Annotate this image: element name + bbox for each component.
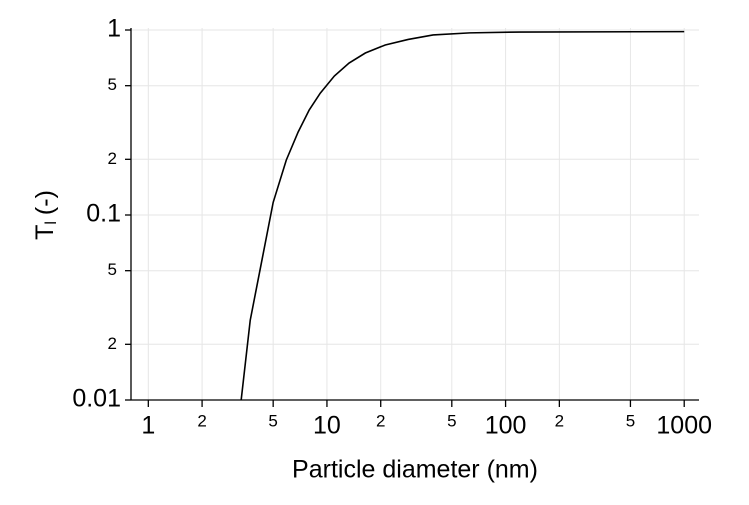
x-tick-label: 5 — [268, 411, 277, 430]
line-series — [240, 30, 685, 401]
x-tick-label: 2 — [555, 411, 564, 430]
x-tick-label: 1000 — [656, 412, 712, 440]
y-tick-label: 2 — [108, 149, 117, 168]
x-axis-label: Particle diameter (nm) — [292, 456, 538, 484]
x-tick-label: 2 — [376, 411, 385, 430]
y-label-main: T — [31, 225, 59, 240]
x-tick-label: 10 — [313, 412, 341, 440]
x-tick-label: 1 — [141, 412, 155, 440]
x-tick-label: 5 — [447, 411, 456, 430]
y-tick-label: 5 — [108, 75, 117, 94]
y-tick-label: 0.1 — [86, 200, 121, 228]
y-tick-label: 5 — [108, 260, 117, 279]
y-label-sub: l — [43, 221, 60, 225]
x-tick-label: 2 — [197, 411, 206, 430]
y-tick-label: 0.01 — [72, 385, 121, 413]
x-tick-label: 5 — [626, 411, 635, 430]
y-tick-label: 1 — [107, 15, 121, 43]
y-label-rest: (-) — [31, 190, 59, 215]
x-tick-label: 100 — [485, 412, 527, 440]
y-tick-label: 2 — [108, 334, 117, 353]
y-axis-label: Tl (-) — [31, 190, 61, 240]
